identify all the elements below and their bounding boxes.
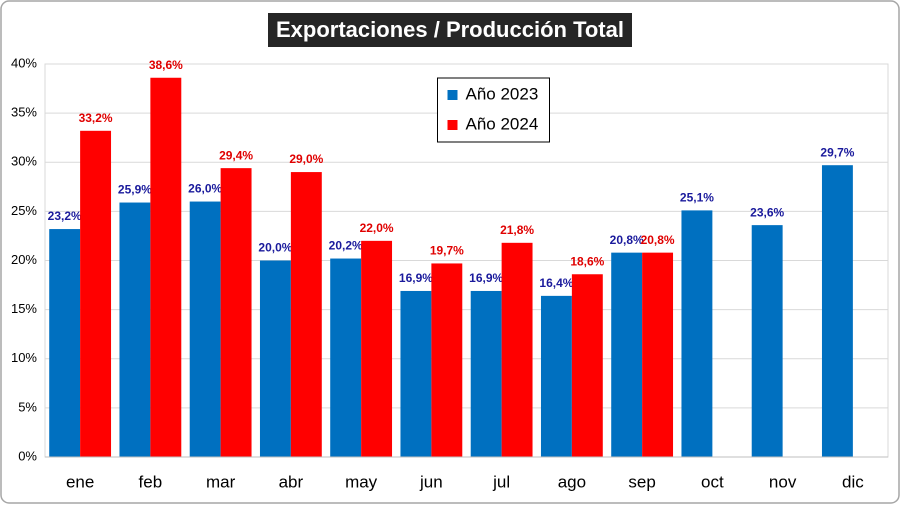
bar — [431, 263, 463, 457]
bar — [119, 202, 151, 457]
y-tick-label: 10% — [11, 350, 37, 365]
value-label: 21,8% — [500, 223, 534, 237]
legend-label: Año 2024 — [466, 114, 539, 133]
value-label: 22,0% — [360, 221, 394, 235]
value-label: 18,6% — [570, 254, 604, 268]
value-label: 29,0% — [289, 152, 323, 166]
value-label: 16,9% — [469, 271, 503, 285]
value-label: 16,4% — [539, 276, 573, 290]
value-label: 25,1% — [680, 191, 714, 205]
y-tick-label: 15% — [11, 301, 37, 316]
x-tick-label: may — [345, 472, 378, 491]
x-tick-label: abr — [279, 472, 304, 491]
y-tick-label: 0% — [18, 448, 37, 463]
bar — [501, 242, 533, 457]
value-label: 20,2% — [329, 239, 363, 253]
bar — [80, 130, 112, 457]
x-tick-label: feb — [139, 472, 163, 491]
bar — [150, 77, 182, 457]
bar — [49, 229, 81, 457]
x-tick-label: sep — [628, 472, 655, 491]
x-tick-label: mar — [206, 472, 236, 491]
title-box — [268, 13, 632, 47]
bar — [470, 290, 502, 457]
bar — [220, 168, 252, 457]
y-tick-label: 5% — [18, 399, 37, 414]
value-label: 25,9% — [118, 183, 152, 197]
x-tick-label: dic — [842, 472, 864, 491]
bar — [571, 274, 603, 457]
bar — [330, 258, 362, 457]
x-tick-label: ago — [558, 472, 586, 491]
y-tick-label: 20% — [11, 252, 37, 267]
value-label: 29,7% — [820, 145, 854, 159]
value-label: 20,0% — [258, 241, 292, 255]
y-tick-label: 30% — [11, 154, 37, 169]
value-label: 16,9% — [399, 271, 433, 285]
bar — [681, 210, 713, 457]
bar — [821, 165, 853, 457]
y-tick-label: 25% — [11, 203, 37, 218]
bar — [540, 295, 572, 457]
value-label: 19,7% — [430, 244, 464, 258]
legend-swatch — [447, 90, 458, 100]
legend-swatch — [447, 120, 458, 130]
legend-box — [437, 77, 550, 143]
value-label: 20,8% — [610, 233, 644, 247]
value-label: 23,2% — [48, 209, 82, 223]
bar — [361, 240, 393, 457]
value-label: 23,6% — [750, 205, 784, 219]
x-tick-label: jun — [419, 472, 443, 491]
bar — [189, 201, 221, 457]
chart-title: Exportaciones / Producción Total — [276, 17, 624, 42]
bar — [400, 290, 432, 457]
value-label: 26,0% — [188, 182, 222, 196]
value-label: 20,8% — [641, 233, 675, 247]
x-tick-label: oct — [701, 472, 724, 491]
bar — [751, 225, 783, 457]
value-label: 29,4% — [219, 148, 253, 162]
bar — [259, 260, 291, 457]
x-tick-label: jul — [492, 472, 510, 491]
x-tick-label: nov — [769, 472, 797, 491]
bar — [290, 172, 322, 457]
y-tick-label: 35% — [11, 105, 37, 120]
bar — [642, 252, 674, 457]
value-label: 38,6% — [149, 58, 183, 72]
legend-label: Año 2023 — [466, 84, 539, 103]
bar — [611, 252, 643, 457]
x-tick-label: ene — [66, 472, 94, 491]
value-label: 33,2% — [79, 111, 113, 125]
y-tick-label: 40% — [11, 55, 37, 70]
